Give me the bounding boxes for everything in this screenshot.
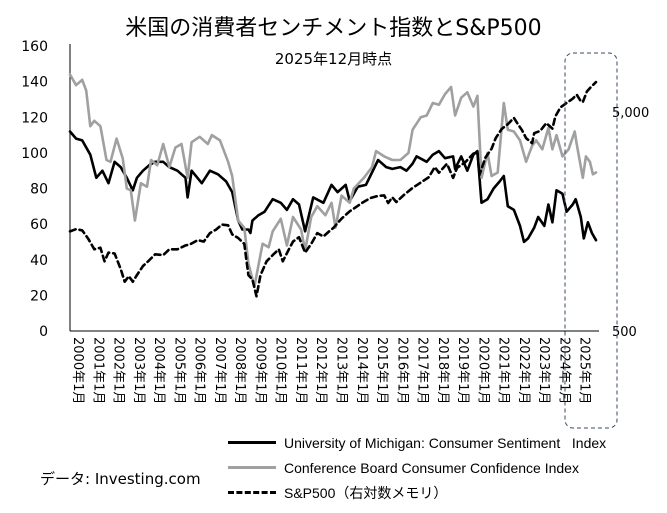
- y-tick-label: 100: [21, 146, 48, 162]
- y-tick-label: 80: [30, 182, 48, 198]
- x-tick-label: 2019年1月: [455, 337, 470, 404]
- x-tick-label: 2017年1月: [415, 337, 430, 404]
- x-tick-label: 2000年1月: [70, 337, 85, 404]
- legend-swatch-conference-board: [228, 466, 276, 469]
- x-tick-label: 2021年1月: [496, 337, 511, 404]
- x-tick-label: 2007年1月: [212, 337, 227, 404]
- y-tick-label: 20: [30, 288, 48, 304]
- y-tick-label: 60: [30, 217, 48, 233]
- data-source: データ: Investing.com: [40, 470, 201, 488]
- y-tick-label: 140: [21, 75, 48, 91]
- x-tick-label: 2015年1月: [374, 337, 389, 404]
- x-tick-label: 2003年1月: [131, 337, 146, 404]
- x-tick-label: 2011年1月: [293, 337, 308, 404]
- x-tick-label: 2009年1月: [252, 337, 267, 404]
- x-tick-label: 2014年1月: [354, 337, 369, 404]
- y-right-tick-label: 500: [612, 325, 637, 340]
- chart-subtitle: 2025年12月時点: [274, 50, 393, 68]
- x-tick-label: 2023年1月: [536, 337, 551, 404]
- x-tick-label: 2013年1月: [334, 337, 349, 404]
- line-conference-board: [68, 73, 598, 288]
- x-tick-label: 2024年1月: [556, 337, 571, 404]
- y-right-tick-label: 5,000: [612, 106, 649, 121]
- line-michigan-sentiment: [68, 130, 598, 244]
- y-tick-label: 40: [30, 253, 48, 269]
- x-tick-label: 2016年1月: [394, 337, 409, 404]
- highlight-box-2025: [564, 52, 618, 429]
- chart-title: 米国の消費者センチメント指数とS&P500: [125, 16, 542, 41]
- x-tick-label: 2004年1月: [151, 337, 166, 404]
- y-tick-label: 160: [21, 39, 48, 55]
- legend-item-sp500: S&P500（右対数メモリ）: [228, 480, 606, 505]
- x-tick-label: 2001年1月: [90, 337, 105, 404]
- legend-swatch-michigan: [228, 441, 276, 444]
- x-tick-label: 2010年1月: [273, 337, 288, 404]
- x-tick-label: 2002年1月: [111, 337, 126, 404]
- x-tick-label: 2012年1月: [313, 337, 328, 404]
- line-sp500: [68, 80, 598, 298]
- legend-label-michigan: University of Michigan: Consumer Sentime…: [284, 434, 607, 451]
- x-tick-label: 2025年1月: [577, 337, 592, 404]
- y-tick-label: 120: [21, 110, 48, 126]
- x-tick-label: 2006年1月: [192, 337, 207, 404]
- legend-label-conference-board: Conference Board Consumer Confidence Ind…: [284, 459, 579, 476]
- x-tick-label: 2022年1月: [516, 337, 531, 404]
- y-tick-label: 0: [39, 324, 48, 340]
- legend-item-michigan: University of Michigan: Consumer Sentime…: [228, 430, 606, 455]
- legend-swatch-sp500: [228, 491, 276, 494]
- x-tick-label: 2020年1月: [475, 337, 490, 404]
- x-tick-label: 2005年1月: [171, 337, 186, 404]
- legend: University of Michigan: Consumer Sentime…: [228, 430, 606, 505]
- x-tick-label: 2018年1月: [435, 337, 450, 404]
- legend-label-sp500: S&P500（右対数メモリ）: [284, 484, 448, 501]
- x-tick-label: 2008年1月: [232, 337, 247, 404]
- legend-item-conference-board: Conference Board Consumer Confidence Ind…: [228, 455, 606, 480]
